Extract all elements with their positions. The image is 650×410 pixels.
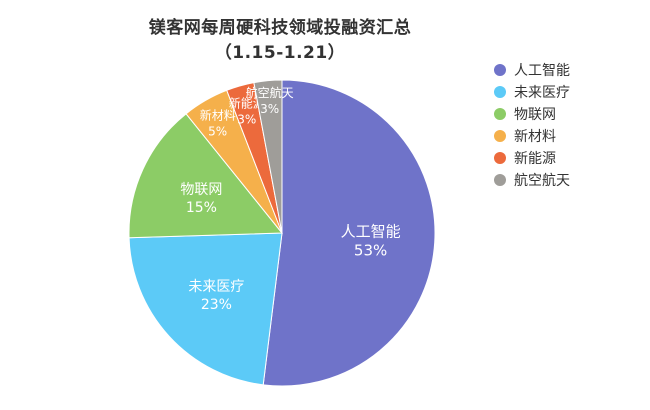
slice-category-label: 新能源 [229, 95, 265, 110]
legend-label: 航空航天 [514, 173, 570, 189]
legend-label: 人工智能 [514, 63, 570, 79]
chart-title: 镁客网每周硬科技领域投融资汇总 [148, 18, 412, 38]
legend-item-aerospace: 航空航天 [494, 170, 570, 190]
slice-percent-label: 15% [186, 200, 217, 216]
legend-label: 未来医疗 [514, 85, 570, 101]
legend-marker [494, 152, 506, 164]
legend-marker [494, 64, 506, 76]
slice-percent-label: 53% [354, 242, 387, 260]
legend-label: 物联网 [514, 107, 556, 123]
legend-marker [494, 108, 506, 120]
pie-slice-aerospace [253, 79, 283, 234]
slice-category-label: 人工智能 [341, 223, 401, 241]
slice-percent-label: 23% [201, 297, 232, 313]
legend-marker [494, 86, 506, 98]
legend-item-ai: 人工智能 [494, 60, 570, 80]
slice-percent-label: 5% [208, 125, 227, 139]
chart-legend: 人工智能 未来医疗 物联网 新材料 新能源 航空航天 [494, 60, 570, 192]
slice-category-label: 航空航天 [246, 85, 294, 100]
chart-subtitle: （1.15-1.21） [214, 43, 346, 63]
legend-label: 新能源 [514, 151, 556, 167]
slice-percent-label: 3% [260, 102, 279, 116]
legend-marker [494, 130, 506, 142]
legend-marker [494, 174, 506, 186]
pie-slice-medical [128, 232, 283, 386]
slice-category-label: 物联网 [180, 182, 222, 198]
legend-item-medical: 未来医疗 [494, 82, 570, 102]
slice-percent-label: 3% [237, 112, 256, 126]
legend-item-energy: 新能源 [494, 148, 570, 168]
slice-category-label: 新材料 [200, 108, 236, 123]
pie-slice-iot [128, 113, 284, 239]
slice-category-label: 未来医疗 [188, 279, 244, 295]
legend-label: 新材料 [514, 129, 556, 145]
legend-item-materials: 新材料 [494, 126, 570, 146]
pie-slice-ai [262, 79, 436, 387]
legend-item-iot: 物联网 [494, 104, 570, 124]
